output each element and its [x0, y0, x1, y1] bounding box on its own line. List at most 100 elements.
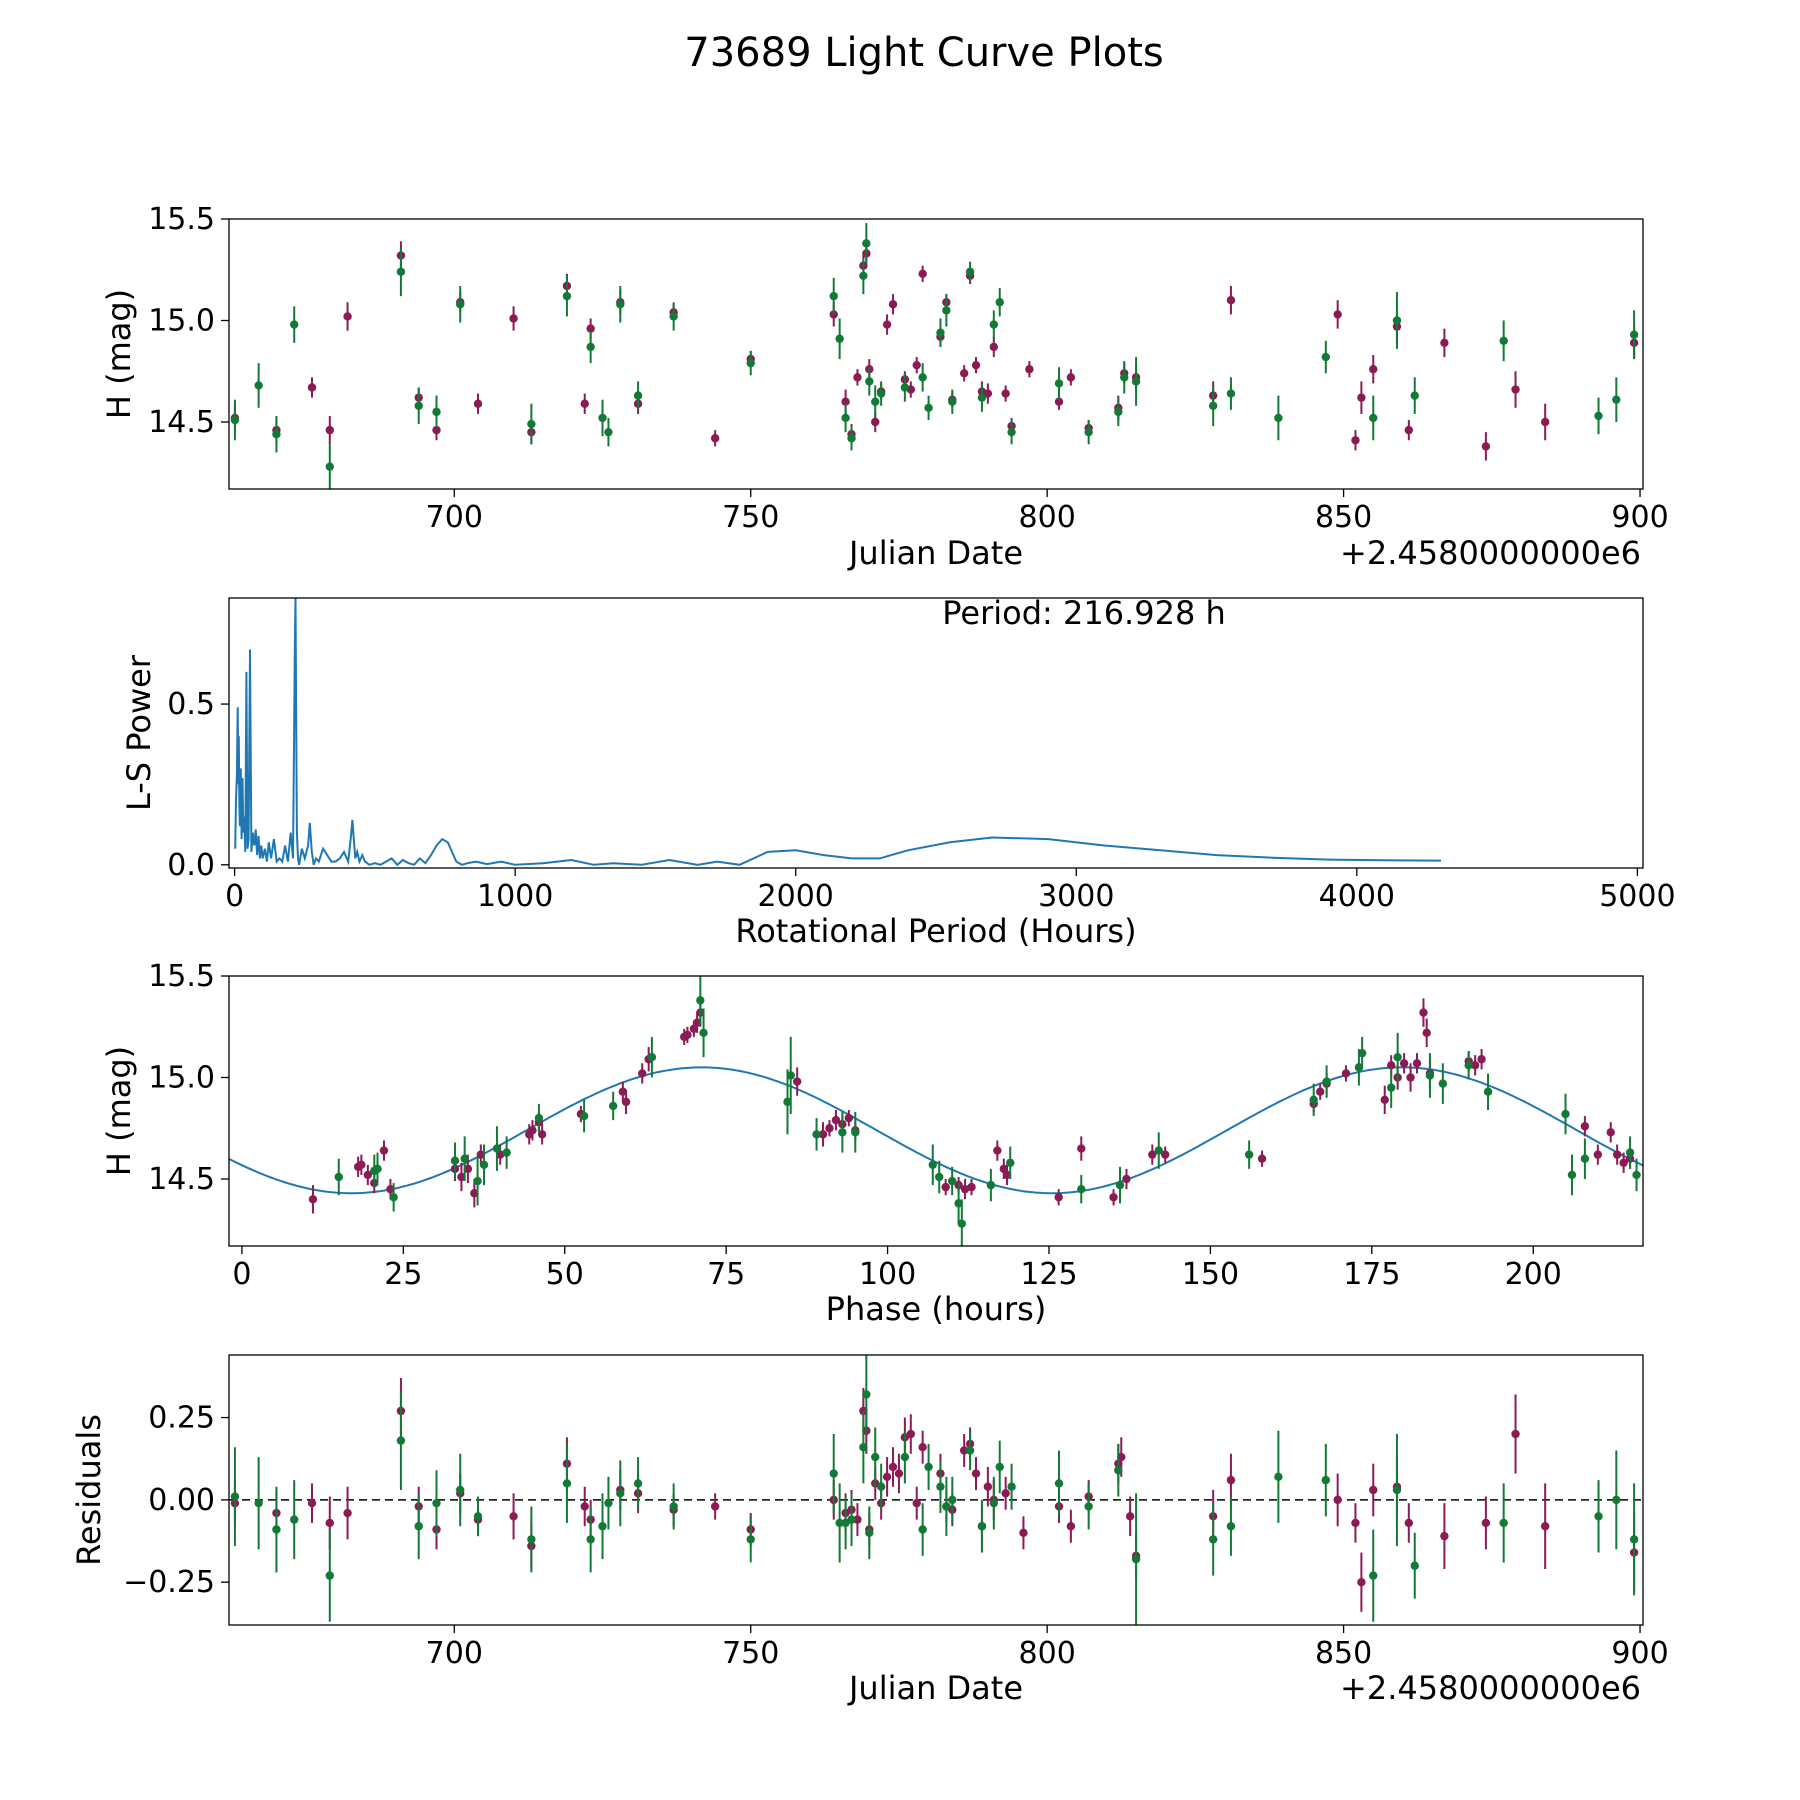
residuals-xlabel: Julian Date [847, 1669, 1023, 1707]
data-point [307, 383, 317, 392]
data-point [876, 389, 886, 398]
x-tick-label: 800 [1019, 1636, 1076, 1671]
data-point [1440, 338, 1449, 348]
data-point [871, 1452, 880, 1462]
data-point [509, 314, 518, 323]
data-point [325, 425, 334, 435]
data-point [710, 434, 720, 443]
data-point [692, 1018, 702, 1027]
data-point [865, 1528, 874, 1538]
data-point [562, 291, 572, 301]
x-tick-label: 125 [1020, 1257, 1077, 1292]
data-point [1404, 1518, 1414, 1528]
data-point [1386, 1083, 1396, 1092]
data-point [967, 1182, 976, 1192]
data-point [783, 1097, 792, 1107]
data-point [580, 399, 589, 408]
data-point [334, 1172, 343, 1182]
data-point [844, 1113, 854, 1123]
data-point [696, 996, 705, 1005]
data-point [912, 360, 921, 370]
data-point [1357, 393, 1366, 402]
data-point [1511, 385, 1520, 394]
residuals-offset-label: +2.4580000000e6 [1340, 1669, 1641, 1707]
data-point [432, 1498, 441, 1508]
x-tick-label: 0 [225, 879, 244, 914]
data-point [1154, 1146, 1163, 1155]
light-curve-plot-area [230, 223, 1639, 489]
y-tick-label: 14.5 [148, 1162, 215, 1197]
data-point [586, 1535, 595, 1544]
light-curve-ylabel: H (mag) [100, 289, 138, 419]
data-point [1054, 379, 1064, 388]
x-tick-label: 50 [546, 1257, 584, 1292]
data-point [882, 320, 892, 329]
data-point [1477, 1055, 1486, 1064]
data-point [1481, 442, 1491, 451]
x-tick-label: 4000 [1319, 879, 1395, 914]
data-point [1354, 1063, 1364, 1072]
data-point [1629, 1535, 1639, 1544]
data-point [965, 267, 975, 276]
periodogram-plot-area [234, 598, 1442, 867]
data-point [537, 1130, 547, 1139]
data-point [1410, 391, 1419, 400]
data-point [1511, 1429, 1520, 1439]
data-point [1481, 1518, 1491, 1528]
periodogram-xlabel: Rotational Period (Hours) [735, 912, 1136, 950]
data-point [272, 1525, 281, 1534]
data-point [888, 300, 898, 309]
data-point [450, 1156, 460, 1165]
data-point [1412, 1059, 1422, 1068]
data-point [851, 1128, 860, 1137]
data-point [1131, 377, 1141, 386]
data-point [308, 1195, 318, 1204]
data-point [959, 369, 969, 378]
data-point [1257, 1154, 1267, 1163]
data-point [1632, 1170, 1641, 1180]
data-point [865, 377, 874, 386]
data-point [1380, 1095, 1389, 1105]
data-point [290, 1515, 299, 1524]
data-point [1007, 427, 1016, 437]
data-point [1629, 330, 1639, 339]
data-point [1054, 397, 1064, 406]
residuals-ylabel: Residuals [70, 1414, 108, 1566]
data-point [986, 1180, 996, 1190]
data-point [1321, 352, 1331, 362]
data-point [862, 1390, 871, 1399]
data-point [272, 429, 281, 439]
x-tick-label: 2000 [758, 879, 834, 914]
phased-curve-plot-area [229, 976, 1643, 1246]
data-point [942, 306, 951, 315]
data-point [579, 1111, 589, 1121]
data-point [989, 320, 999, 329]
data-point [460, 1154, 469, 1163]
data-point [325, 1571, 334, 1580]
data-point [947, 1176, 957, 1186]
data-point [580, 1502, 589, 1511]
data-point [1309, 1095, 1318, 1105]
data-point [888, 1462, 898, 1472]
data-point [1006, 1158, 1015, 1167]
data-point [699, 1028, 708, 1038]
data-point [633, 1479, 643, 1488]
data-point [1054, 1193, 1063, 1202]
data-point [1393, 1053, 1402, 1062]
data-point [528, 1126, 537, 1135]
data-point [1226, 1522, 1236, 1531]
data-point [1606, 1128, 1615, 1137]
x-tick-label: 1000 [477, 879, 553, 914]
data-point [1226, 296, 1236, 305]
data-point [1341, 1069, 1351, 1078]
data-point [1351, 1518, 1360, 1528]
data-point [1001, 389, 1010, 398]
data-point [812, 1130, 821, 1139]
data-point [1386, 1061, 1396, 1070]
data-point [829, 1469, 838, 1478]
data-point [616, 300, 625, 309]
data-point [936, 1482, 945, 1491]
data-point [509, 1512, 518, 1521]
data-point [669, 312, 678, 321]
x-tick-label: 700 [426, 1636, 483, 1671]
